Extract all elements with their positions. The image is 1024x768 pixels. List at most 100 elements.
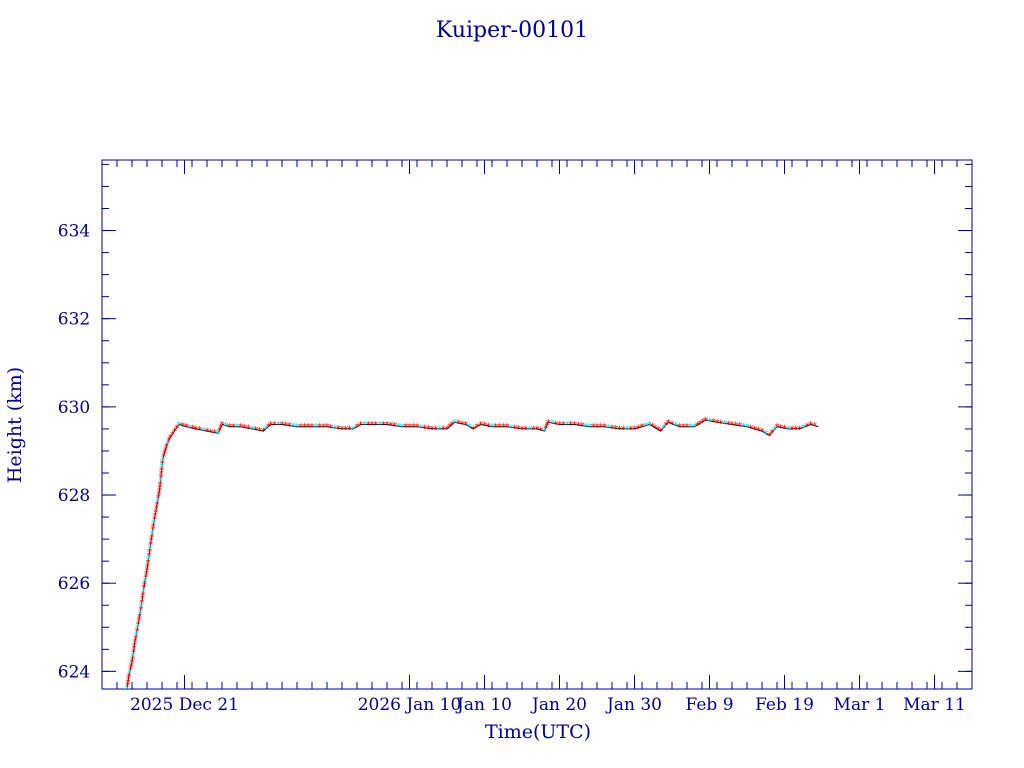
- data-point-marker: *: [184, 422, 189, 433]
- data-point-marker: *: [658, 427, 663, 438]
- data-point-marker: *: [135, 626, 140, 637]
- data-point-marker: *: [160, 455, 165, 466]
- data-point-marker: *: [150, 525, 155, 536]
- data-point-marker: *: [655, 425, 660, 436]
- data-point-marker: *: [700, 417, 705, 428]
- data-point-marker: *: [396, 422, 401, 433]
- data-point-marker: *: [139, 598, 144, 609]
- data-point-marker: *: [572, 420, 577, 431]
- data-point-marker: *: [441, 424, 446, 435]
- data-point-marker: *: [159, 469, 164, 480]
- data-point-marker: *: [145, 562, 150, 573]
- data-point-marker: *: [159, 466, 164, 477]
- data-point-marker: *: [591, 422, 596, 433]
- data-point-marker: *: [138, 609, 143, 620]
- data-point-marker: *: [133, 637, 138, 648]
- data-point-marker: *: [246, 424, 251, 435]
- data-point-marker: *: [640, 422, 645, 433]
- data-point-marker: *: [257, 426, 262, 437]
- data-point-marker: *: [643, 421, 648, 432]
- data-point-marker: *: [790, 424, 795, 435]
- data-point-marker: *: [422, 423, 427, 434]
- data-point-marker: *: [160, 459, 165, 470]
- data-point-marker: *: [772, 425, 777, 436]
- data-point-marker: *: [516, 424, 521, 435]
- data-point-marker: *: [426, 424, 431, 435]
- data-point-marker: *: [621, 424, 626, 435]
- x-tick-label: Feb 19: [755, 695, 814, 715]
- data-point-marker: *: [170, 430, 175, 441]
- data-point-marker: *: [197, 425, 202, 436]
- data-point-marker: *: [663, 421, 668, 432]
- data-point-marker: *: [144, 569, 149, 580]
- data-point-marker: *: [520, 424, 525, 435]
- data-point-marker: *: [125, 681, 130, 692]
- data-point-marker: *: [450, 420, 455, 431]
- data-point-marker: *: [130, 655, 135, 666]
- data-point-marker: *: [137, 612, 142, 623]
- data-point-marker: *: [131, 647, 136, 658]
- data-point-marker: *: [392, 421, 397, 432]
- data-point-marker: *: [595, 422, 600, 433]
- data-point-marker: *: [139, 601, 144, 612]
- data-point-marker: *: [388, 421, 393, 432]
- data-point-marker: *: [283, 421, 288, 432]
- x-tick-label: 2026 Jan 10: [358, 695, 462, 715]
- data-point-marker: *: [153, 511, 158, 522]
- y-tick-label: 624: [58, 662, 90, 682]
- data-point-marker: *: [166, 436, 171, 447]
- data-point-marker: *: [126, 671, 131, 682]
- data-point-marker: *: [493, 422, 498, 433]
- data-point-marker: *: [129, 661, 134, 672]
- data-point-marker: *: [542, 427, 547, 438]
- data-point-marker: *: [745, 422, 750, 433]
- data-point-marker: *: [737, 421, 742, 432]
- data-point-marker: *: [313, 422, 318, 433]
- data-point-marker: *: [138, 605, 143, 616]
- data-point-marker: *: [467, 422, 472, 433]
- data-point-marker: *: [580, 421, 585, 432]
- data-point-marker: *: [306, 422, 311, 433]
- data-point-marker: *: [132, 640, 137, 651]
- data-point-marker: *: [347, 424, 352, 435]
- data-point-marker: *: [148, 543, 153, 554]
- x-tick-label: 2025 Dec 21: [130, 695, 239, 715]
- data-point-marker: *: [276, 420, 281, 431]
- data-point-marker: *: [250, 424, 255, 435]
- data-point-marker: *: [523, 424, 528, 435]
- data-point-marker: *: [159, 462, 164, 473]
- x-tick-label: Mar 1: [834, 695, 886, 715]
- x-tick-label: Feb 9: [685, 695, 733, 715]
- data-point-marker: *: [141, 587, 146, 598]
- data-point-marker: *: [812, 421, 817, 432]
- series-line: [126, 419, 819, 690]
- data-point-marker: *: [130, 658, 135, 669]
- data-point-marker: *: [358, 420, 363, 431]
- data-point-marker: *: [550, 419, 555, 430]
- data-point-marker: *: [156, 493, 161, 504]
- data-point-marker: *: [168, 433, 173, 444]
- data-point-marker: *: [146, 558, 151, 569]
- data-point-marker: *: [733, 421, 738, 432]
- data-point-marker: *: [154, 504, 159, 515]
- data-point-marker: *: [763, 429, 768, 440]
- data-point-marker: *: [147, 547, 152, 558]
- data-point-marker: *: [568, 420, 573, 431]
- data-point-marker: *: [447, 422, 452, 433]
- data-point-marker: *: [677, 422, 682, 433]
- data-point-marker: *: [366, 420, 371, 431]
- data-point-marker: *: [280, 420, 285, 431]
- data-point-marker: *: [132, 644, 137, 655]
- plot-area: ****************************************…: [125, 416, 819, 696]
- data-point-marker: *: [756, 426, 761, 437]
- data-point-marker: *: [456, 419, 461, 430]
- data-point-marker: *: [770, 428, 775, 439]
- data-point-marker: *: [151, 521, 156, 532]
- data-point-marker: *: [201, 426, 206, 437]
- data-point-marker: *: [782, 424, 787, 435]
- data-point-marker: *: [328, 423, 333, 434]
- data-point-marker: *: [133, 633, 138, 644]
- data-point-marker: *: [711, 417, 716, 428]
